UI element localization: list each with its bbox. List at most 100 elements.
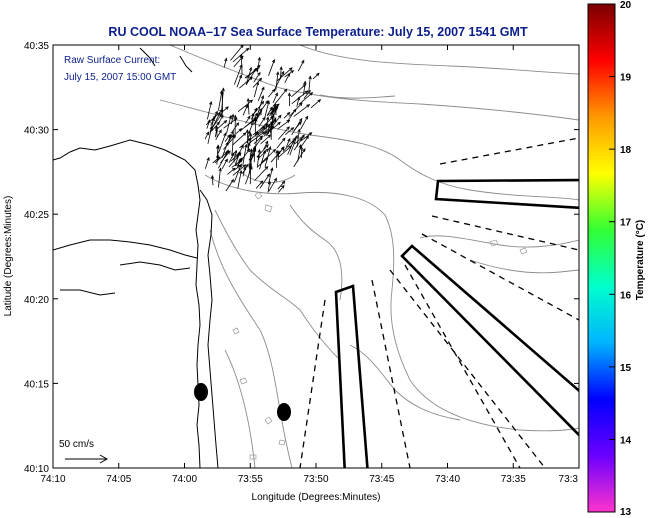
current-vector-head xyxy=(216,144,220,149)
current-vector xyxy=(233,64,243,85)
current-vector xyxy=(310,99,321,109)
current-vector-head xyxy=(294,134,298,139)
current-vector xyxy=(242,104,248,116)
current-vector-head xyxy=(216,121,221,126)
current-vector-head xyxy=(256,64,261,69)
current-vector-head xyxy=(268,145,272,150)
current-vector-head xyxy=(220,114,224,119)
current-vector-head xyxy=(274,106,278,111)
current-vector-head xyxy=(288,67,293,71)
current-vector-head xyxy=(244,143,248,148)
current-vector xyxy=(253,82,259,98)
current-vector-head xyxy=(308,132,313,136)
current-vector xyxy=(284,70,294,78)
current-vector-head xyxy=(278,114,282,119)
current-vector xyxy=(248,162,252,176)
current-vector-head xyxy=(245,163,249,168)
current-vector-head xyxy=(240,144,244,149)
current-vector-head xyxy=(266,100,270,105)
current-vector xyxy=(256,95,264,117)
current-vector xyxy=(221,106,229,113)
current-vector-head xyxy=(305,115,309,120)
current-vector xyxy=(273,71,285,91)
current-vector xyxy=(272,88,288,107)
current-vector xyxy=(211,175,214,186)
current-vector xyxy=(249,153,255,162)
current-vector xyxy=(242,144,247,166)
current-vector-head xyxy=(281,184,285,189)
current-vector-head xyxy=(286,126,290,130)
current-vector-head xyxy=(230,178,235,183)
y-tick-label: 40:30 xyxy=(24,126,49,137)
current-vector-head xyxy=(264,123,269,127)
x-tick-label: 73:3 xyxy=(559,474,579,485)
current-vector-head xyxy=(247,138,252,142)
current-vector xyxy=(216,120,227,130)
current-vector-head xyxy=(297,128,301,133)
radar-footprint-outlines xyxy=(334,178,579,468)
current-vector-head xyxy=(287,137,291,142)
current-vector xyxy=(225,179,234,192)
current-vector xyxy=(218,150,229,169)
current-vector xyxy=(246,65,261,79)
current-vector xyxy=(227,134,232,145)
current-vector xyxy=(298,92,313,105)
map-content: 50 cm/s Raw Surface Current: July 15, 20… xyxy=(53,45,579,468)
current-vector-head xyxy=(247,115,251,120)
current-vector xyxy=(293,134,305,151)
current-vector-head xyxy=(273,117,277,122)
current-vector xyxy=(293,148,306,168)
current-vector xyxy=(277,119,290,130)
current-vector xyxy=(268,178,277,192)
current-vector xyxy=(291,90,309,105)
current-vector-head xyxy=(290,127,295,131)
current-vector-head xyxy=(308,75,312,80)
x-tick-label: 74:00 xyxy=(172,474,197,485)
current-vector-head xyxy=(235,153,239,158)
colorbar-gradient xyxy=(587,3,616,513)
current-vector-head xyxy=(260,95,265,99)
current-vector-head xyxy=(239,64,243,68)
current-vector xyxy=(296,129,300,148)
current-vector xyxy=(230,128,242,139)
current-vector-head xyxy=(234,149,238,154)
current-vector-head xyxy=(242,132,247,136)
current-vector-head xyxy=(299,102,303,107)
current-vector xyxy=(261,149,276,164)
scale-arrow-icon xyxy=(65,454,109,464)
current-vector xyxy=(276,150,278,168)
current-vector xyxy=(267,89,276,98)
current-vector-head xyxy=(230,130,234,135)
current-vector-head xyxy=(281,146,285,151)
current-vector-head xyxy=(273,177,277,182)
current-vector-head xyxy=(219,109,223,113)
current-vector xyxy=(264,101,270,119)
current-vector xyxy=(242,167,246,177)
current-vector xyxy=(270,103,280,111)
current-vector-head xyxy=(271,88,276,93)
current-vector-head xyxy=(264,166,269,170)
current-vector xyxy=(232,47,249,63)
current-vector xyxy=(232,164,246,176)
current-vector xyxy=(276,67,293,82)
current-vector xyxy=(221,142,229,158)
current-vector-head xyxy=(207,119,211,124)
current-vector-head xyxy=(261,86,265,91)
current-vector xyxy=(218,168,221,188)
current-vector-head xyxy=(287,92,292,97)
current-vector-head xyxy=(247,130,251,135)
current-vector-head xyxy=(225,141,229,146)
current-vector-head xyxy=(303,80,307,85)
y-tick-label: 40:15 xyxy=(24,379,49,390)
current-vector-head xyxy=(239,170,243,175)
current-vector-head xyxy=(283,88,288,93)
current-vector xyxy=(227,167,236,175)
x-tick-label: 74:05 xyxy=(106,474,131,485)
current-vector-head xyxy=(281,180,286,185)
current-vector-head xyxy=(302,83,307,88)
current-vector xyxy=(256,108,263,119)
current-vector xyxy=(284,73,291,83)
current-vector-head xyxy=(316,72,320,77)
current-vector xyxy=(223,58,227,68)
